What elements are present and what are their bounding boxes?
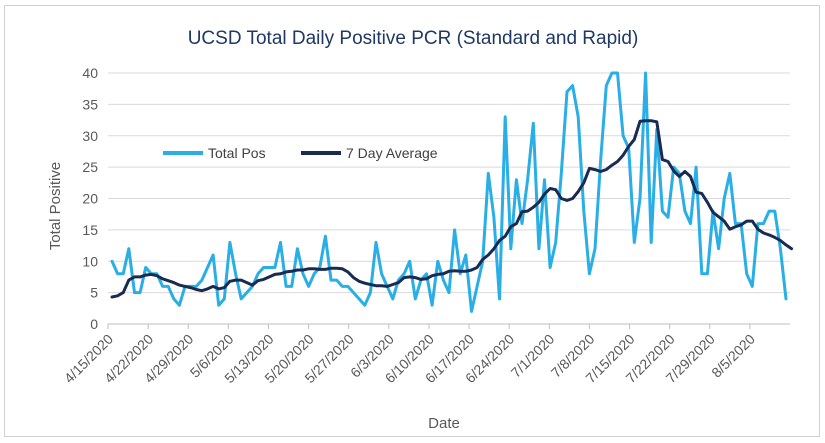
x-axis-ticks: 4/15/20204/22/20204/29/20205/6/20205/13/… [61,324,758,386]
y-tick-label-10: 10 [82,253,98,269]
y-tick-label-5: 5 [90,285,98,301]
y-tick-label-40: 40 [82,65,98,81]
y-tick-label-0: 0 [90,316,98,332]
x-tick-label: 8/5/2020 [708,331,758,381]
y-axis-title: Total Positive [47,162,64,250]
series-line-total-pos [110,71,788,313]
line-chart: UCSD Total Daily Positive PCR (Standard … [47,28,794,432]
y-tick-label-35: 35 [82,96,98,112]
chart-container: UCSD Total Daily Positive PCR (Standard … [4,5,820,437]
y-tick-label-20: 20 [82,191,98,207]
x-axis-title: Date [428,415,460,432]
series-lines [110,71,794,313]
y-tick-label-15: 15 [82,222,98,238]
legend-label-7-day-average: 7 Day Average [346,145,438,161]
x-tick-label: 7/1/2020 [508,331,558,381]
legend: Total Pos 7 Day Average [163,145,438,161]
chart-title: UCSD Total Daily Positive PCR (Standard … [188,28,639,49]
series-line-7-day-average [110,119,794,299]
legend-label-total-pos: Total Pos [208,145,266,161]
gridlines [108,72,790,294]
y-tick-label-30: 30 [82,128,98,144]
y-axis-ticks: 0 5 10 15 20 25 30 35 40 [82,65,98,332]
y-tick-label-25: 25 [82,159,98,175]
